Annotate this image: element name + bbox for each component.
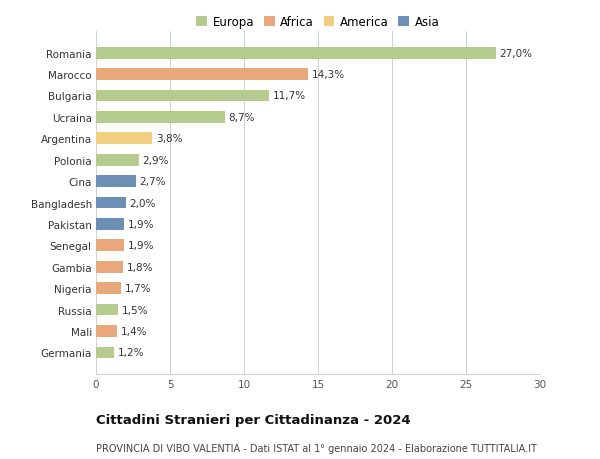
Bar — [96, 112, 225, 123]
Text: 2,7%: 2,7% — [140, 177, 166, 187]
Bar — [96, 347, 114, 358]
Bar — [96, 176, 136, 188]
Text: 2,9%: 2,9% — [143, 156, 169, 165]
Text: 27,0%: 27,0% — [499, 49, 532, 59]
Text: 1,4%: 1,4% — [121, 326, 147, 336]
Bar — [96, 90, 269, 102]
Bar — [96, 283, 121, 294]
Text: 8,7%: 8,7% — [229, 112, 255, 123]
Text: 1,9%: 1,9% — [128, 241, 154, 251]
Text: 1,8%: 1,8% — [127, 262, 153, 272]
Bar — [96, 325, 117, 337]
Text: 11,7%: 11,7% — [273, 91, 306, 101]
Text: PROVINCIA DI VIBO VALENTIA - Dati ISTAT al 1° gennaio 2024 - Elaborazione TUTTIT: PROVINCIA DI VIBO VALENTIA - Dati ISTAT … — [96, 443, 537, 453]
Text: 2,0%: 2,0% — [130, 198, 155, 208]
Text: 1,9%: 1,9% — [128, 219, 154, 230]
Bar — [96, 197, 125, 209]
Bar — [96, 261, 122, 273]
Legend: Europa, Africa, America, Asia: Europa, Africa, America, Asia — [196, 16, 440, 29]
Text: 1,7%: 1,7% — [125, 284, 151, 294]
Text: 1,2%: 1,2% — [118, 347, 144, 358]
Bar — [96, 133, 152, 145]
Bar — [96, 48, 496, 59]
Text: 14,3%: 14,3% — [311, 70, 344, 80]
Bar — [96, 240, 124, 252]
Text: Cittadini Stranieri per Cittadinanza - 2024: Cittadini Stranieri per Cittadinanza - 2… — [96, 413, 410, 426]
Text: 1,5%: 1,5% — [122, 305, 148, 315]
Bar — [96, 69, 308, 81]
Bar — [96, 155, 139, 166]
Text: 3,8%: 3,8% — [156, 134, 182, 144]
Bar — [96, 218, 124, 230]
Bar — [96, 304, 118, 316]
